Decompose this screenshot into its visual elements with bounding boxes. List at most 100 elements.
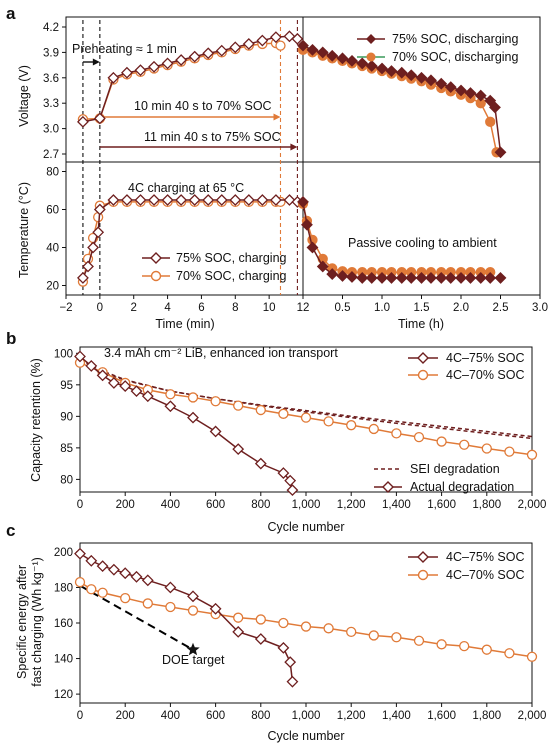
v75-discharge-line [302,44,502,153]
t75-cool-point [425,271,437,284]
voltage-ytick-label: 3.6 [43,73,59,85]
v75-discharge-point [316,46,329,59]
energy-axis-label-2: fast charging (Wh kg⁻¹) [30,557,44,687]
voltage-ytick-label: 4.2 [43,22,59,34]
v75-discharge-point [455,84,467,97]
legend-75-discharge: 75% SOC, discharging [392,32,519,46]
legend-marker-75-discharge [366,34,376,44]
t75-cool-point [484,271,497,284]
cap-75-point [141,390,154,403]
energy-ytick-label: 120 [54,689,73,701]
legend-c-75: 4C–75% SOC [446,550,525,564]
cap-70-point [255,404,266,416]
cap-75-point [254,457,267,470]
cycle-c-xtick-label: 1,800 [472,710,501,722]
energy-70-point [300,621,312,632]
time-min-xtick-label: −2 [59,302,72,314]
cycle-c-xtick-label: 800 [251,710,270,722]
cycle-c-xtick-label: 200 [116,710,135,722]
t75-charge-point [188,194,201,206]
cap-70-point [368,423,379,435]
time-min-xtick-label: 4 [164,302,171,314]
v75-charge-point [121,66,133,79]
v75-charge-point [229,41,242,54]
v75-discharge-point [326,49,339,62]
time-min-xtick-label: 6 [198,302,204,314]
energy-70-point [74,576,86,588]
v75-charge-point [93,112,106,125]
energy-75-point [232,625,245,638]
energy-70-point [255,614,266,625]
cap-70-point [459,439,470,450]
v75-discharge-point [385,65,398,77]
time-min-axis-label: Time (min) [155,317,214,331]
t75-charge-point [269,194,282,206]
v75-charge-point [242,38,255,50]
t75-cool-point [415,271,428,284]
cycle-b-xtick-label: 1,600 [427,499,456,511]
cycle-b-xtick-label: 400 [161,499,180,511]
voltage-ytick-label: 3.0 [43,124,59,136]
cycle-c-xtick-label: 1,000 [292,710,321,722]
v75-charge-point [134,64,147,77]
cycle-axis-label-c: Cycle number [267,729,344,743]
energy-axis-label-1: Specific energy after [15,565,29,679]
energy-75-point [286,675,299,688]
t75-charge-point [92,226,105,239]
legend-sei: SEI degradation [410,462,500,476]
cycle-c-xtick-label: 1,600 [427,710,456,722]
capacity-ytick-label: 95 [60,380,73,392]
panel-c-label: c [6,521,15,540]
cap-70-point [526,449,538,460]
cycle-b-xtick-label: 1,400 [382,499,411,511]
to75-annotation: 11 min 40 s to 75% SOC [144,130,281,144]
energy-75-point [164,581,177,594]
t75-cool-point [405,271,418,284]
voltage-ytick-label: 3.9 [43,47,59,59]
legend-marker-70-discharge [366,52,376,62]
v70-charge-point [275,40,286,51]
panel-a-label: a [6,4,16,23]
energy-70-point [413,635,425,646]
cap-70-point [165,389,176,400]
v75-charge-point [148,60,160,73]
t75-charge-point [161,194,174,206]
v75-discharge-point [306,43,319,56]
cycle-b-xtick-label: 1,200 [337,499,366,511]
t75-charge-point [82,260,94,273]
cap-70-point [323,416,334,427]
cycle-b-xtick-label: 1,000 [292,499,321,511]
cycle-b-xtick-label: 1,800 [472,499,501,511]
legend-c-70: 4C–70% SOC [446,568,525,582]
t75-cool-point [365,271,378,284]
legend-discharge: 75% SOC, discharging 70% SOC, dischargin… [357,32,519,64]
cap-75-point [85,359,98,372]
t75-charge-point [242,194,255,206]
cycle-c-xtick-label: 1,200 [337,710,366,722]
capacity-ytick-label: 90 [60,411,73,423]
energy-75-point [107,563,120,576]
cycle-b-xtick-label: 600 [206,499,225,511]
v75-discharge-point [435,77,448,90]
energy-ytick-label: 180 [54,582,73,594]
legend-actual: Actual degradation [410,480,514,494]
v75-charge-point [175,54,188,66]
cap-70-point [278,408,289,419]
time-h-axis-label: Time (h) [398,317,444,331]
cap-70-point [504,446,515,457]
energy-70-point [187,605,199,616]
charging-annotation: 4C charging at 65 °C [128,181,244,195]
v75-charge-point [107,71,120,84]
cap-75-point [209,425,222,438]
t75-charge-point [256,194,269,206]
energy-70-point [142,598,153,609]
energy-70-point [323,623,334,634]
t75-cool-point [306,241,319,254]
cycle-b-xtick-label: 0 [77,499,83,511]
v75-discharge-point [444,81,457,94]
time-h-xtick-label: 0.5 [335,302,351,314]
t75-cool-point [326,268,339,281]
v75-charge-point [161,57,174,70]
panel-c-ticks: 0 200 400 600 800 1,000 1,200 1,400 1,600 1,800 2,… [54,547,547,722]
